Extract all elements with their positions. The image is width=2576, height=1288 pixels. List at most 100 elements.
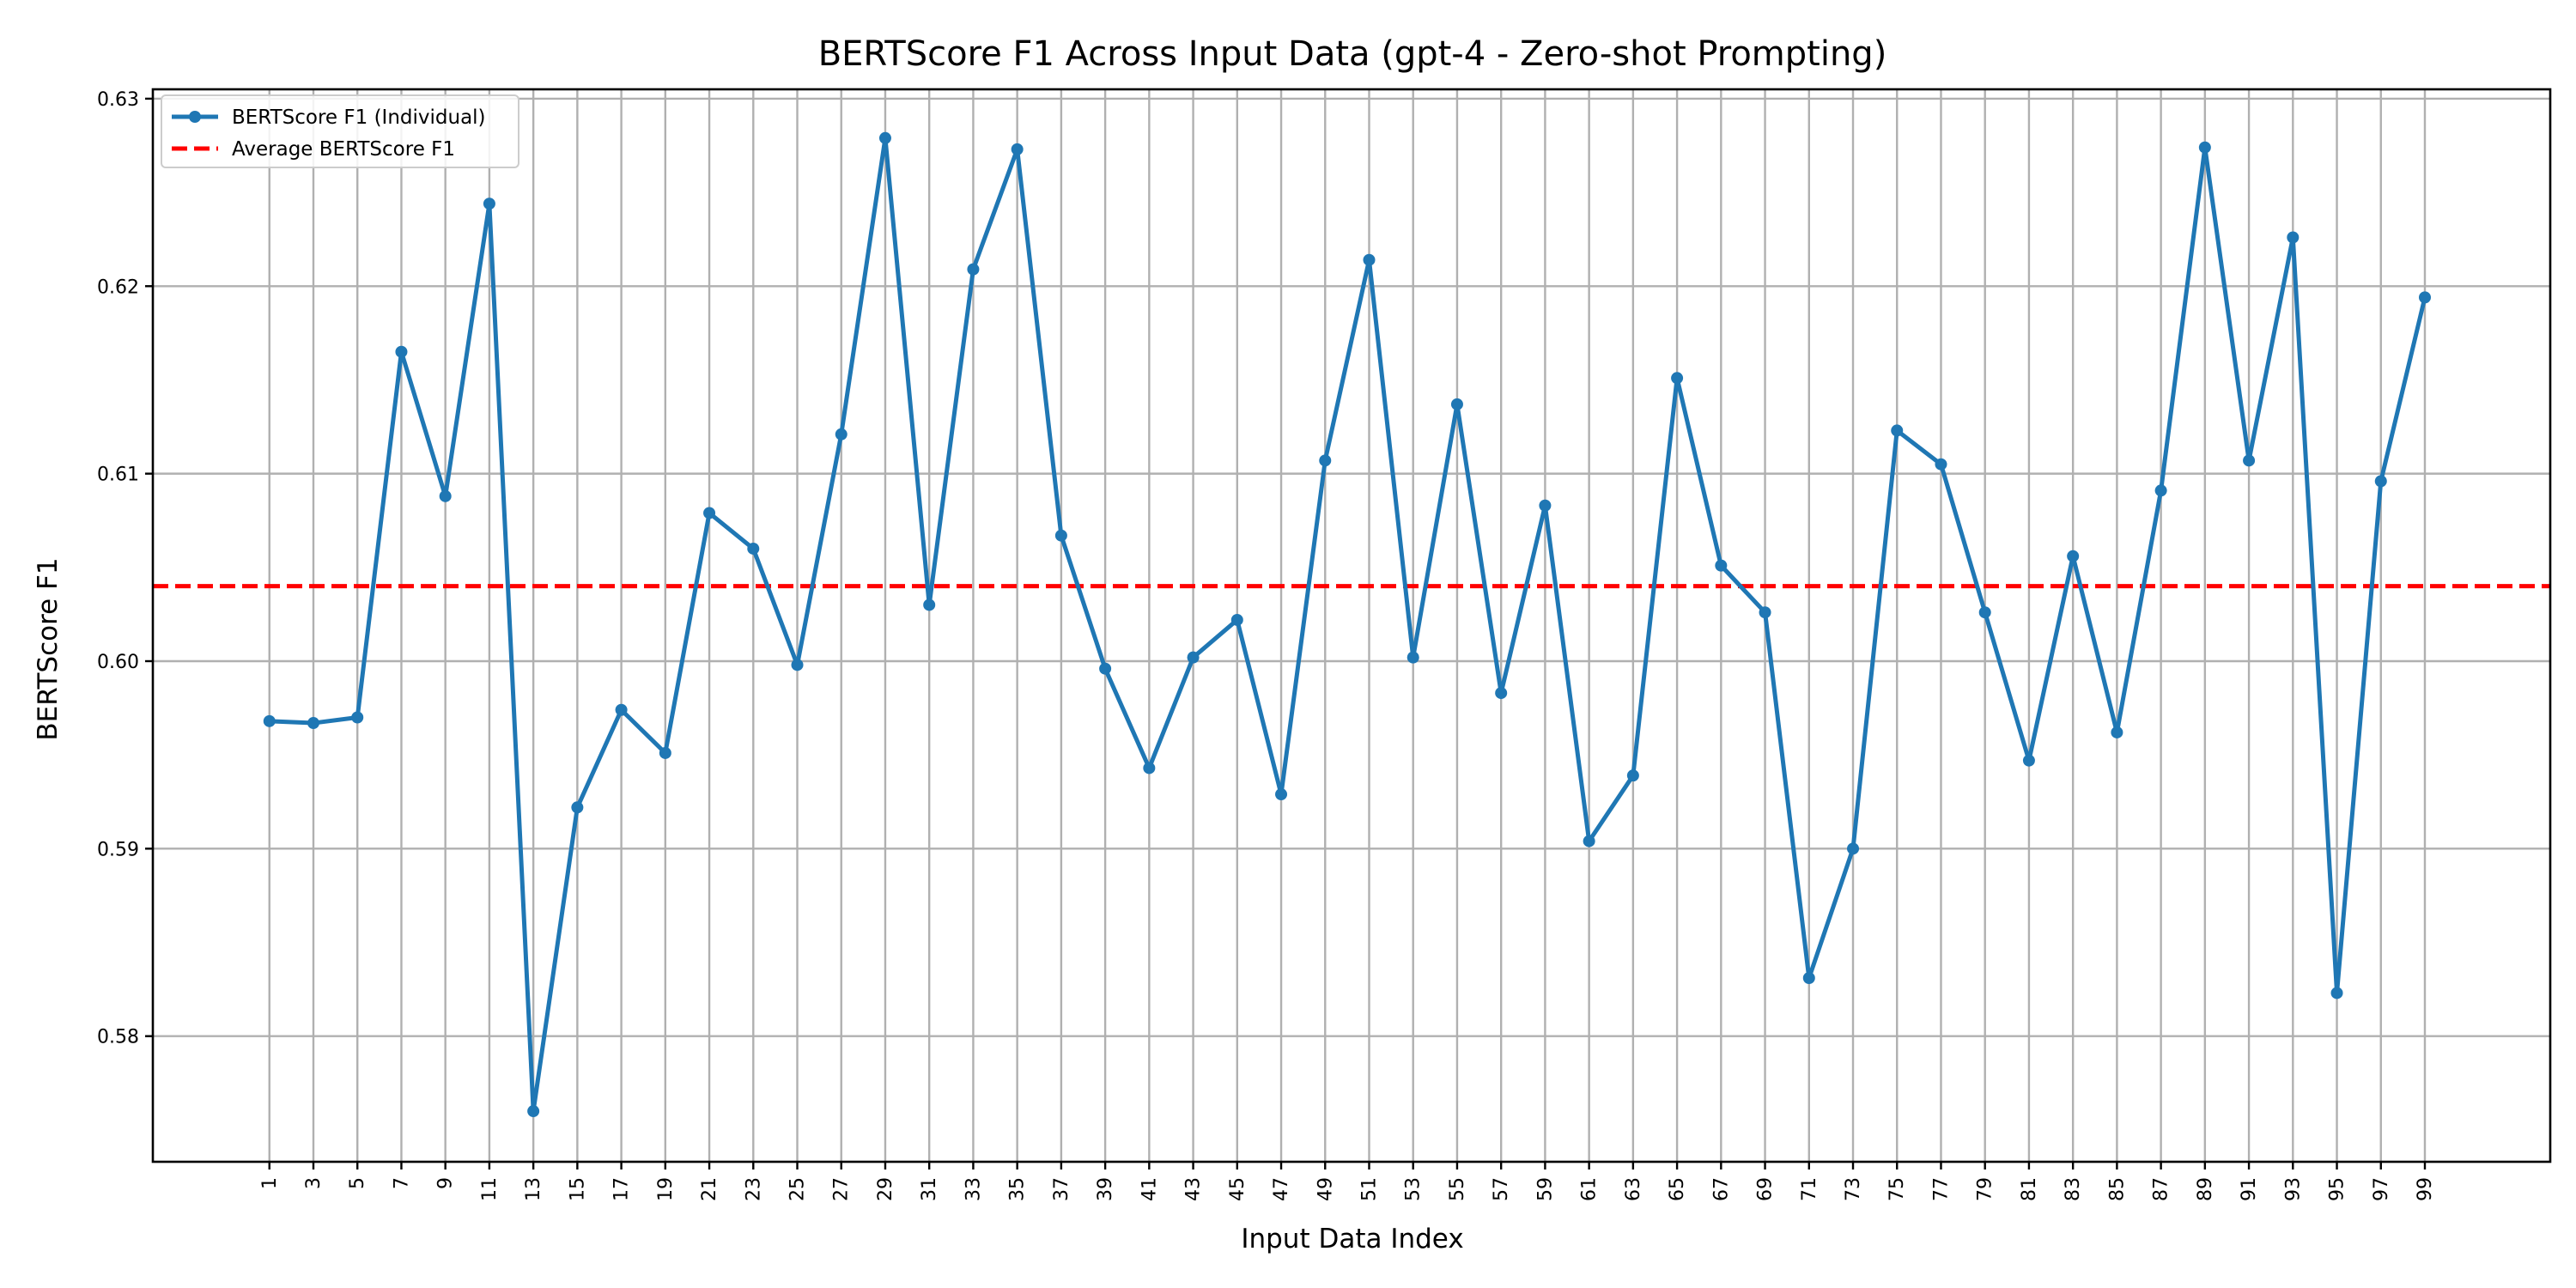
x-tick-label: 73 <box>1843 1177 1864 1201</box>
x-tick-label: 13 <box>523 1177 544 1201</box>
data-point <box>1230 613 1243 626</box>
x-tick-label: 7 <box>391 1177 412 1189</box>
legend-box <box>161 94 519 168</box>
x-tick-label: 45 <box>1227 1177 1249 1201</box>
data-point <box>1187 651 1200 664</box>
x-tick-label: 79 <box>1975 1177 1996 1201</box>
data-point <box>351 711 364 724</box>
data-point <box>1891 424 1904 437</box>
data-point <box>1363 253 1376 266</box>
data-point <box>1406 651 1419 664</box>
x-tick-label: 11 <box>479 1177 501 1201</box>
data-point <box>527 1105 540 1118</box>
x-tick-label: 3 <box>303 1177 325 1189</box>
data-point <box>747 542 760 555</box>
series-layer <box>263 131 2431 1118</box>
data-point <box>1759 606 1771 619</box>
y-tick-label: 0.60 <box>97 652 139 673</box>
x-tick-label: 61 <box>1579 1177 1601 1201</box>
x-tick-label: 29 <box>875 1177 896 1201</box>
x-tick-label: 5 <box>347 1177 368 1189</box>
data-point <box>1143 762 1156 775</box>
data-point <box>263 714 276 727</box>
data-point <box>2330 987 2343 999</box>
grid-lines <box>153 89 2550 1162</box>
x-tick-label: 71 <box>1799 1177 1820 1201</box>
x-tick-label: 41 <box>1139 1177 1160 1201</box>
x-tick-label: 99 <box>2415 1177 2436 1201</box>
y-axis-label: BERTScore F1 <box>33 557 64 740</box>
data-point <box>2111 726 2123 738</box>
legend: BERTScore F1 (Individual) Average BERTSc… <box>161 94 519 168</box>
data-point <box>1671 372 1684 385</box>
x-tick-label: 85 <box>2106 1177 2128 1201</box>
x-ticks: 1 3 5 7 9 11 13 15 17 19 21 23 25 27 29 31 33 35 37 39 41 43 4… <box>259 1162 2436 1201</box>
x-tick-label: 19 <box>655 1177 677 1201</box>
data-point <box>1275 788 1288 801</box>
x-tick-label: 23 <box>743 1177 764 1201</box>
x-tick-label: 39 <box>1095 1177 1116 1201</box>
x-tick-label: 53 <box>1403 1177 1425 1201</box>
x-tick-label: 25 <box>787 1177 809 1201</box>
x-tick-label: 27 <box>831 1177 853 1201</box>
legend-marker-individual <box>189 111 201 123</box>
data-point <box>923 598 936 611</box>
x-tick-label: 35 <box>1007 1177 1029 1201</box>
data-point <box>1319 454 1332 467</box>
x-tick-label: 37 <box>1051 1177 1072 1201</box>
data-point <box>1495 687 1508 700</box>
x-tick-label: 97 <box>2371 1177 2392 1201</box>
x-tick-label: 31 <box>919 1177 940 1201</box>
data-point <box>2022 754 2035 767</box>
data-point <box>307 717 319 730</box>
x-tick-label: 83 <box>2063 1177 2084 1201</box>
x-tick-label: 33 <box>963 1177 984 1201</box>
x-tick-label: 17 <box>611 1177 633 1201</box>
y-tick-label: 0.63 <box>97 89 139 111</box>
data-point <box>439 489 452 502</box>
x-tick-label: 21 <box>699 1177 720 1201</box>
y-ticks: 0.58 0.59 0.60 0.61 0.62 0.63 <box>97 89 153 1048</box>
y-tick-label: 0.61 <box>97 465 139 486</box>
x-tick-label: 89 <box>2195 1177 2216 1201</box>
x-tick-label: 9 <box>435 1177 457 1189</box>
data-point <box>2374 475 2387 488</box>
x-tick-label: 95 <box>2327 1177 2348 1201</box>
data-point <box>395 345 408 358</box>
x-tick-label: 67 <box>1710 1177 1732 1201</box>
x-tick-label: 59 <box>1534 1177 1556 1201</box>
plot-frame <box>151 88 2552 1163</box>
data-point <box>1715 559 1728 572</box>
x-tick-label: 81 <box>2019 1177 2040 1201</box>
data-point <box>1054 529 1067 542</box>
chart-title: BERTScore F1 Across Input Data (gpt-4 - … <box>818 34 1887 74</box>
x-tick-label: 51 <box>1358 1177 1380 1201</box>
data-point <box>483 197 495 210</box>
y-tick-label: 0.62 <box>97 276 139 298</box>
legend-label-average: Average BERTScore F1 <box>232 138 455 161</box>
x-tick-label: 49 <box>1315 1177 1336 1201</box>
data-point <box>2154 484 2167 497</box>
x-tick-label: 43 <box>1183 1177 1205 1201</box>
data-point <box>835 428 848 440</box>
data-point <box>2243 454 2256 467</box>
data-point <box>791 659 804 671</box>
y-tick-label: 0.59 <box>97 839 139 860</box>
data-point <box>1847 842 1860 855</box>
data-point <box>2418 291 2431 304</box>
data-point <box>1450 398 1463 410</box>
data-point <box>1099 662 1112 675</box>
x-tick-label: 75 <box>1886 1177 1908 1201</box>
x-axis-label: Input Data Index <box>1241 1224 1463 1255</box>
data-point <box>571 801 584 814</box>
x-tick-label: 57 <box>1491 1177 1512 1201</box>
data-point <box>1539 499 1552 512</box>
x-tick-label: 47 <box>1271 1177 1292 1201</box>
data-point <box>2287 231 2300 244</box>
data-point <box>1935 458 1947 471</box>
x-tick-label: 69 <box>1755 1177 1777 1201</box>
series-line-individual <box>269 136 2427 1114</box>
data-point <box>2067 550 2080 562</box>
data-point <box>1626 769 1639 782</box>
